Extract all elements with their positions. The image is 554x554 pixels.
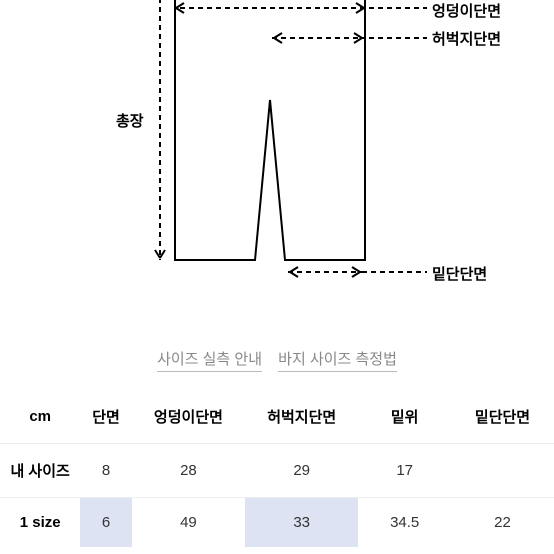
col-2: 허벅지단면 bbox=[245, 390, 358, 444]
cell bbox=[451, 444, 554, 498]
cell: 34.5 bbox=[358, 498, 451, 548]
cell: 28 bbox=[132, 444, 245, 498]
cell: 8 bbox=[80, 444, 131, 498]
col-1: 엉덩이단면 bbox=[132, 390, 245, 444]
label-length: 총장 bbox=[116, 110, 144, 131]
label-hem: 밑단단면 bbox=[432, 263, 487, 284]
col-3: 밑위 bbox=[358, 390, 451, 444]
col-4: 밑단단면 bbox=[451, 390, 554, 444]
table-row: 내 사이즈8282917 bbox=[0, 444, 554, 498]
link-measure-method[interactable]: 바지 사이즈 측정법 bbox=[278, 348, 397, 372]
cell: 22 bbox=[451, 498, 554, 548]
table-row: 1 size6493334.522 bbox=[0, 498, 554, 548]
links-row: 사이즈 실측 안내 바지 사이즈 측정법 bbox=[0, 348, 554, 372]
table-body: 내 사이즈82829171 size6493334.522 bbox=[0, 444, 554, 548]
row-label: 1 size bbox=[0, 498, 80, 548]
table-header-row: cm 단면 엉덩이단면 허벅지단면 밑위 밑단단면 bbox=[0, 390, 554, 444]
pants-diagram: 엉덩이단면 허벅지단면 총장 밑단단면 bbox=[0, 0, 554, 330]
cell: 6 bbox=[80, 498, 131, 548]
size-table: cm 단면 엉덩이단면 허벅지단면 밑위 밑단단면 내 사이즈82829171 … bbox=[0, 390, 554, 547]
label-thigh: 허벅지단면 bbox=[432, 28, 501, 49]
col-0: 단면 bbox=[80, 390, 131, 444]
row-label: 내 사이즈 bbox=[0, 444, 80, 498]
cell: 33 bbox=[245, 498, 358, 548]
link-size-guide[interactable]: 사이즈 실측 안내 bbox=[157, 348, 262, 372]
cell: 49 bbox=[132, 498, 245, 548]
col-unit: cm bbox=[0, 390, 80, 444]
label-hip: 엉덩이단면 bbox=[432, 0, 501, 21]
cell: 29 bbox=[245, 444, 358, 498]
cell: 17 bbox=[358, 444, 451, 498]
